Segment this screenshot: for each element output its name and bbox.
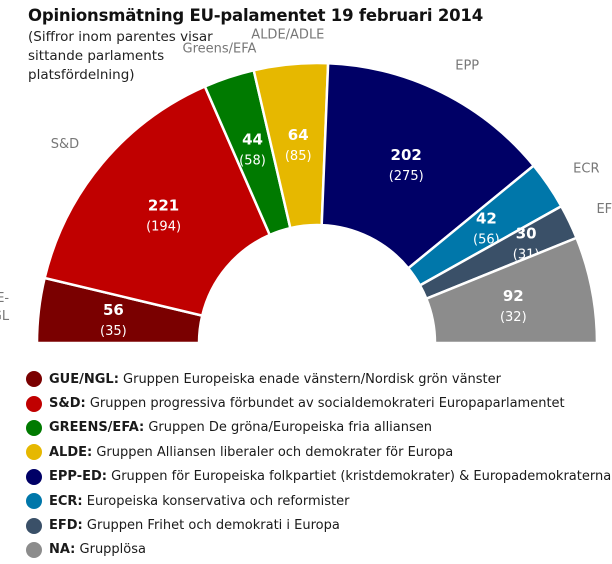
subtitle-line: sittande parlaments	[28, 48, 165, 64]
party-label: EPP	[455, 59, 479, 74]
legend-swatch	[26, 371, 42, 388]
party-label: ALDE/ADLE	[251, 27, 324, 42]
subtitle-line: platsfördelning)	[28, 67, 135, 83]
legend-text: Gruppen Europeiska enade vänstern/Nordis…	[118, 371, 501, 387]
party-label: Greens/EFA	[183, 42, 257, 57]
legend: GUE/NGL: Gruppen Europeiska enade vänste…	[26, 367, 611, 562]
legend-swatch	[26, 444, 42, 461]
legend-item: GUE/NGL: Gruppen Europeiska enade vänste…	[26, 367, 611, 391]
party-label: GUE-NGL	[0, 291, 10, 324]
party-label: EFD	[596, 202, 612, 217]
legend-item: EPP-ED: Gruppen för Europeiska folkparti…	[26, 465, 611, 489]
legend-item: NA: Grupplösa	[26, 538, 611, 562]
seat-label: 92	[503, 287, 524, 305]
legend-swatch	[26, 517, 42, 534]
legend-item: S&D: Gruppen progressiva förbundet av so…	[26, 391, 611, 415]
current-seat-label: (194)	[146, 220, 181, 235]
legend-text: Gruppen för Europeiska folkpartiet (kris…	[106, 469, 612, 485]
subtitle-line: (Siffror inom parentes visar	[28, 29, 213, 45]
party-label: ECR	[573, 161, 599, 176]
legend-item: ALDE: Gruppen Alliansen liberaler och de…	[26, 440, 611, 464]
legend-abbr: NA:	[49, 542, 76, 558]
party-label: S&D	[51, 137, 79, 152]
legend-item: GREENS/EFA: Gruppen De gröna/Europeiska …	[26, 416, 611, 440]
seat-label: 221	[148, 197, 179, 215]
legend-text: Europeiska konservativa och reformister	[82, 493, 350, 509]
current-seat-label: (35)	[100, 324, 127, 339]
legend-item: ECR: Europeiska konservativa och reformi…	[26, 489, 611, 513]
seat-label: 44	[242, 130, 263, 148]
slice-s-d	[43, 84, 272, 318]
legend-abbr: S&D:	[49, 396, 86, 412]
legend-text: Gruppen De gröna/Europeiska fria allians…	[144, 420, 433, 436]
seat-label: 202	[391, 146, 422, 164]
legend-swatch	[26, 493, 42, 510]
current-seat-label: (58)	[239, 153, 266, 168]
legend-item: EFD: Gruppen Frihet och demokrati i Euro…	[26, 513, 611, 537]
legend-swatch	[26, 419, 42, 436]
seat-label: 30	[516, 225, 537, 243]
legend-swatch	[26, 468, 42, 485]
legend-abbr: ALDE:	[49, 444, 93, 460]
chart-title: Opinionsmätning EU-palamentet 19 februar…	[28, 6, 483, 25]
legend-text: Gruppen Frihet och demokrati i Europa	[82, 518, 340, 534]
current-seat-label: (32)	[500, 310, 527, 325]
legend-abbr: EFD:	[49, 518, 83, 534]
legend-swatch	[26, 395, 42, 412]
legend-swatch	[26, 541, 42, 558]
slice-epp	[320, 61, 536, 271]
current-seat-label: (275)	[389, 169, 424, 184]
parliament-half-donut-chart: 56 (35) GUE-NGL 221 (194) S&D 44 (58) Greens/EFA…	[0, 27, 612, 345]
legend-abbr: EPP-ED:	[49, 469, 107, 485]
seat-label: 64	[288, 126, 309, 144]
legend-text: Gruppen Alliansen liberaler och demokrat…	[92, 444, 454, 460]
slice-na	[424, 236, 599, 345]
seat-label: 42	[476, 210, 497, 228]
legend-abbr: GREENS/EFA:	[49, 420, 145, 436]
legend-abbr: ECR:	[49, 493, 83, 509]
seat-label: 56	[103, 301, 124, 319]
legend-text: Grupplösa	[75, 542, 146, 558]
legend-abbr: GUE/NGL:	[49, 371, 119, 387]
chart-subtitle: (Siffror inom parentes visar sittande pa…	[28, 28, 258, 85]
legend-text: Gruppen progressiva förbundet av sociald…	[85, 396, 565, 412]
current-seat-label: (85)	[285, 149, 312, 164]
